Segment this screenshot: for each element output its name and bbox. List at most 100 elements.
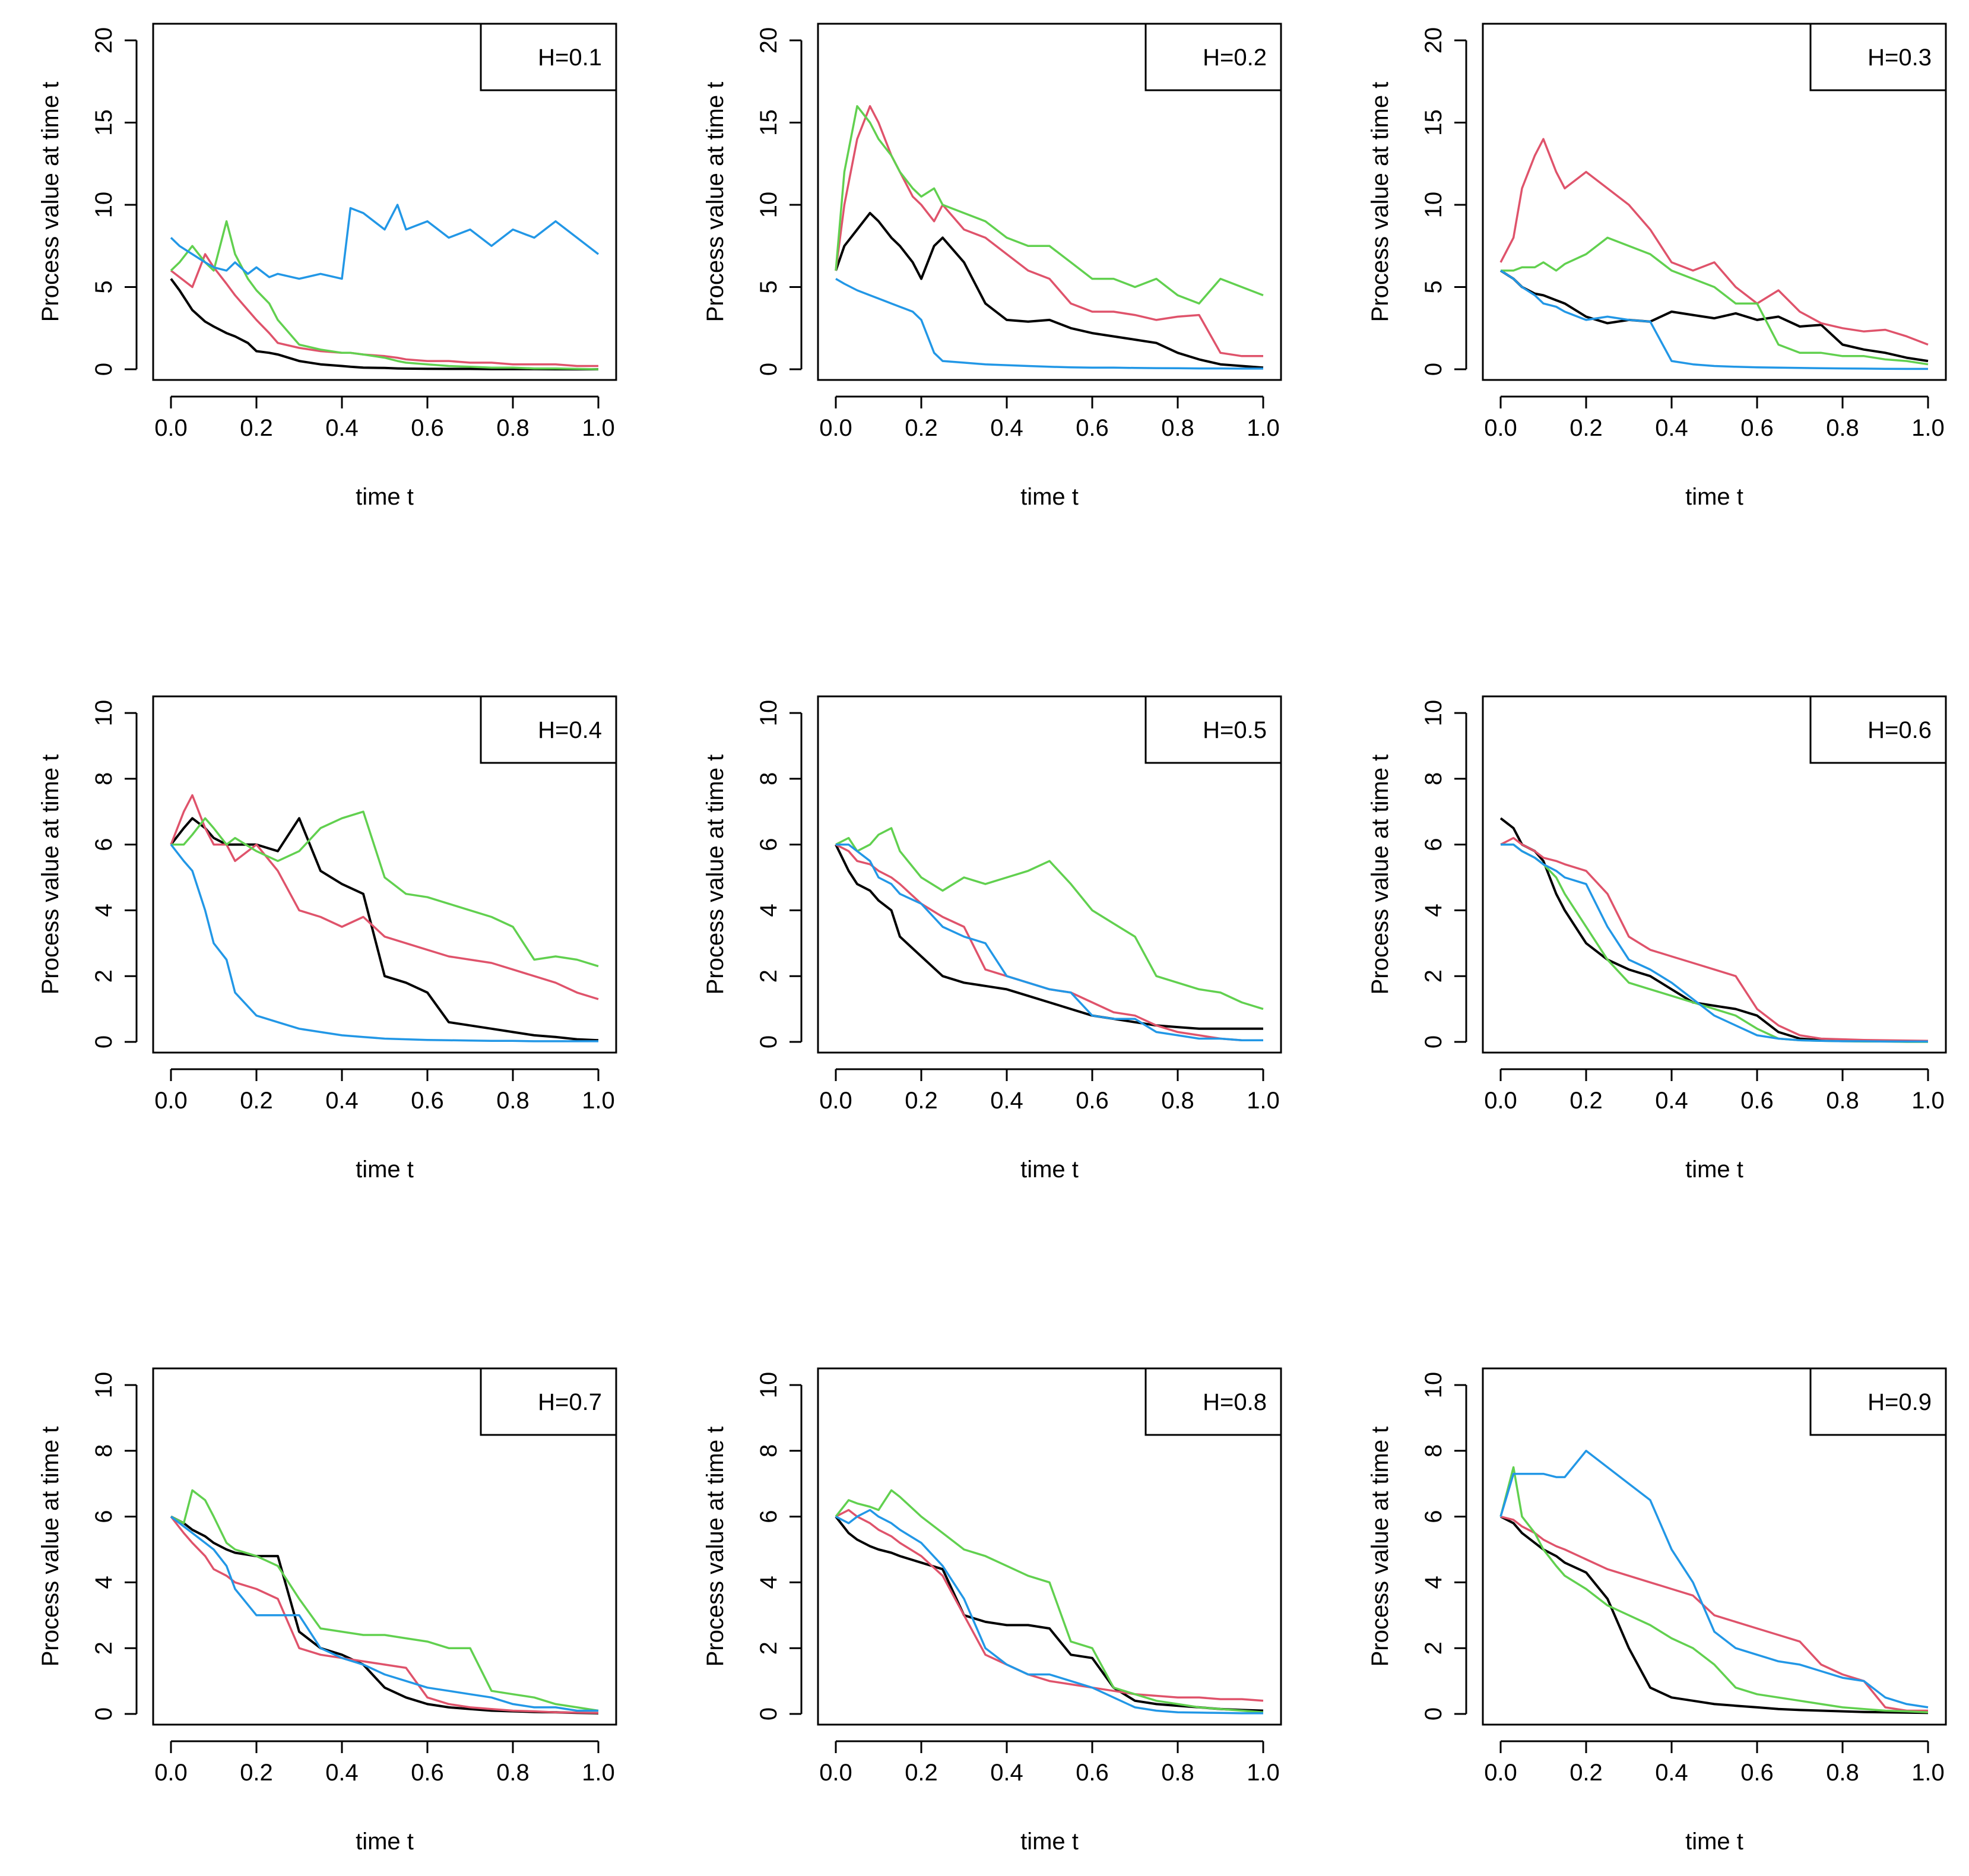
x-tick-label: 0.6 [411, 1088, 444, 1114]
x-tick-label: 0.6 [1076, 415, 1109, 441]
series-line-4 [170, 204, 600, 280]
y-tick-label: 4 [91, 904, 117, 917]
y-axis-label: Process value at time t [1367, 1427, 1393, 1667]
y-tick-label: 20 [91, 27, 117, 54]
series-line-4 [170, 1516, 598, 1712]
y-tick-label: 10 [91, 700, 117, 727]
series-line-3 [835, 1489, 1264, 1713]
y-axis-label: Process value at time t [1367, 755, 1393, 995]
series-line-2 [170, 1516, 599, 1715]
x-tick-label: 0.4 [1655, 1088, 1688, 1114]
x-tick-label: 0.6 [1740, 1760, 1774, 1786]
y-tick-label: 2 [91, 969, 117, 983]
y-axis-label: Process value at time t [702, 82, 728, 322]
series-line-4 [1501, 843, 1928, 1043]
x-axis-label: time t [356, 1156, 414, 1183]
series-line-3 [1501, 236, 1929, 366]
series-line-3 [835, 827, 1264, 1010]
panel-9: 0.0 0.2 0.4 0.6 0.8 1.0 time t 0 2 4 6 8 10 Process v… [1367, 1367, 1947, 1855]
y-tick-label: 5 [1421, 280, 1447, 293]
panel-1: 0.0 0.2 0.4 0.6 0.8 1.0 time t 0 5 10 15 20 Process … [37, 23, 617, 510]
y-tick-label: 6 [756, 1510, 782, 1523]
y-tick-label: 10 [1421, 1372, 1447, 1399]
series-line-3 [170, 220, 599, 370]
series-line-2 [1500, 1515, 1928, 1712]
x-tick-label: 0.4 [990, 1088, 1023, 1114]
series-line-4 [1500, 270, 1928, 370]
y-tick-label: 0 [1421, 1707, 1447, 1720]
x-tick-label: 0.2 [1570, 415, 1603, 441]
series-line-2 [170, 794, 599, 1000]
x-tick-label: 0.6 [411, 415, 444, 441]
series-line-2 [1499, 138, 1929, 346]
y-tick-label: 15 [1421, 109, 1447, 136]
series-line-2 [1500, 836, 1929, 1042]
series-line-2 [835, 105, 1263, 357]
x-tick-label: 0.6 [1076, 1760, 1109, 1786]
y-tick-label: 4 [756, 904, 782, 917]
legend-label: H=0.4 [538, 717, 602, 743]
series-line-3 [835, 105, 1264, 305]
x-tick-label: 0.4 [325, 1760, 359, 1786]
y-tick-label: 10 [756, 1372, 782, 1399]
plot-box [817, 1367, 1282, 1726]
x-tick-label: 0.2 [905, 415, 938, 441]
x-axis-label: time t [1020, 1156, 1079, 1183]
series-line-1 [835, 211, 1264, 369]
series-line-3 [1499, 1466, 1929, 1713]
x-tick-label: 0.8 [1161, 1760, 1194, 1786]
series-line-1 [170, 278, 598, 370]
legend-label: H=0.2 [1203, 45, 1267, 71]
x-axis-label: time t [356, 1829, 414, 1855]
legend-label: H=0.1 [538, 45, 602, 71]
x-tick-label: 0.4 [1655, 415, 1688, 441]
y-tick-label: 2 [1421, 1642, 1447, 1655]
y-tick-label: 0 [91, 1035, 117, 1048]
series-line-3 [1501, 843, 1928, 1043]
panel-8: 0.0 0.2 0.4 0.6 0.8 1.0 time t 0 2 4 6 8 10 Process v… [702, 1367, 1282, 1855]
x-tick-label: 0.8 [1826, 415, 1859, 441]
legend-box [1809, 23, 1947, 91]
x-tick-label: 0.8 [1161, 415, 1194, 441]
legend-label: H=0.3 [1867, 45, 1932, 71]
panel-4: 0.0 0.2 0.4 0.6 0.8 1.0 time t 0 2 4 6 8 10 Process v… [37, 695, 617, 1183]
panel-7: 0.0 0.2 0.4 0.6 0.8 1.0 time t 0 2 4 6 8 10 Process v… [37, 1367, 617, 1855]
y-tick-label: 2 [1421, 969, 1447, 983]
x-tick-label: 0.8 [496, 415, 529, 441]
x-tick-label: 1.0 [1911, 1760, 1945, 1786]
x-tick-label: 0.0 [819, 1760, 852, 1786]
x-tick-label: 0.8 [496, 1760, 529, 1786]
x-axis-label: time t [356, 484, 414, 510]
x-tick-label: 0.0 [819, 415, 852, 441]
y-tick-label: 10 [756, 192, 782, 218]
x-tick-label: 0.4 [1655, 1760, 1688, 1786]
series-line-1 [1499, 270, 1929, 363]
plot-box [152, 1367, 617, 1726]
x-tick-label: 0.4 [325, 1088, 359, 1114]
legend-box [480, 1367, 617, 1436]
y-tick-label: 15 [756, 109, 782, 136]
x-tick-label: 0.8 [496, 1088, 529, 1114]
x-tick-label: 0.2 [1570, 1088, 1603, 1114]
x-tick-label: 0.0 [819, 1088, 852, 1114]
series-line-1 [835, 844, 1263, 1030]
legend-box [1144, 1367, 1282, 1436]
y-tick-label: 8 [1421, 1444, 1447, 1457]
y-axis-label: Process value at time t [1367, 82, 1393, 322]
y-tick-label: 6 [91, 838, 117, 851]
x-tick-label: 0.0 [1484, 1088, 1517, 1114]
series-line-3 [170, 1489, 599, 1712]
series-line-1 [835, 1516, 1264, 1712]
y-tick-label: 0 [756, 363, 782, 376]
x-tick-label: 0.2 [240, 1088, 273, 1114]
y-axis-label: Process value at time t [37, 82, 64, 322]
legend-label: H=0.6 [1867, 717, 1932, 743]
y-tick-label: 8 [756, 772, 782, 785]
x-axis-label: time t [1020, 484, 1079, 510]
plot-box [152, 695, 617, 1054]
y-tick-label: 10 [1421, 700, 1447, 727]
legend-box [480, 23, 617, 91]
y-tick-label: 8 [1421, 772, 1447, 785]
y-tick-label: 4 [756, 1576, 782, 1589]
x-tick-label: 0.6 [411, 1760, 444, 1786]
